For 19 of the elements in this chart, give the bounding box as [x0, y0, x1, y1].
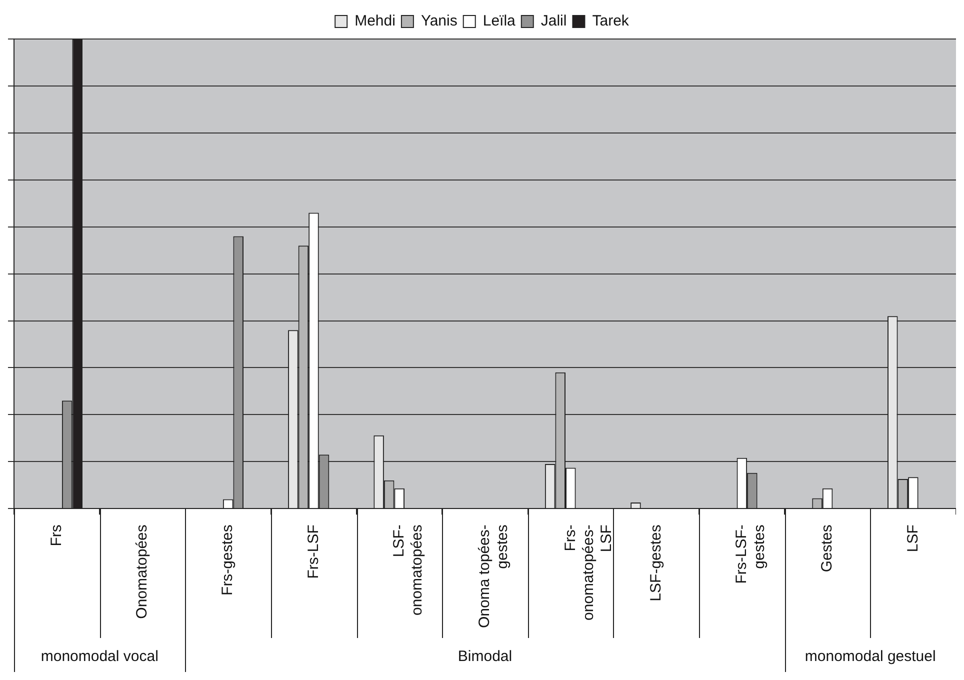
x-tick-label: LSF: [904, 524, 922, 552]
x-tick-label: Frs-gestes: [219, 524, 236, 596]
x-tick-label: Frs-LSF-gestes: [733, 524, 768, 584]
x-tick-label: Frs: [48, 524, 65, 546]
x-tick-label: Frs-onomatopées-LSF: [562, 524, 615, 621]
text: Bimodal: [458, 648, 512, 666]
legend-label: Jalil: [540, 12, 567, 30]
x-tick-label: LSF-gestes: [647, 524, 664, 602]
x-tick-label: Gestes: [818, 524, 836, 572]
text: monomodal vocal: [40, 648, 158, 666]
text: monomodal gestuel: [804, 648, 936, 666]
legend-label: Mehdi: [354, 12, 396, 30]
x-tick-label: Onomatopées: [134, 524, 151, 619]
x-tick-label: Frs-LSF: [304, 524, 322, 579]
legend-label: Yanis: [420, 12, 458, 30]
legend-label: Leïla: [482, 12, 516, 30]
x-tick-label: Onoma topées-gestes: [476, 524, 512, 628]
x-tick-label: LSF-onomatopées: [390, 524, 426, 616]
legend-label: Tarek: [592, 12, 630, 30]
